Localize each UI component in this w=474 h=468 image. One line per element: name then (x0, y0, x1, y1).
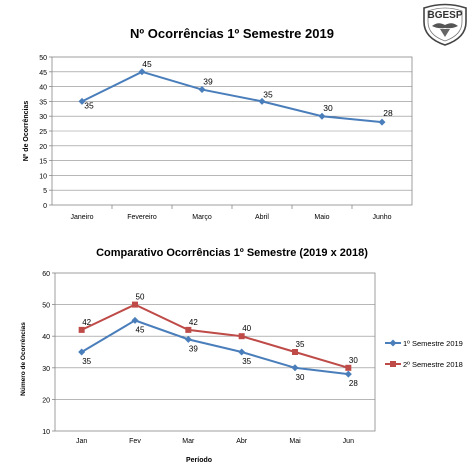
data-point (378, 118, 386, 126)
data-label: 35 (242, 357, 251, 366)
logo-text: BGESP (427, 10, 462, 21)
data-label: 45 (136, 325, 145, 334)
x-tick-label: Mar (182, 438, 195, 445)
x-tick-label: Fev (129, 438, 141, 445)
y-tick-label: 20 (39, 144, 47, 151)
data-label: 28 (349, 379, 358, 388)
data-point (258, 97, 266, 105)
data-point (132, 301, 138, 308)
data-label: 45 (142, 59, 152, 69)
y-tick-label: 60 (42, 271, 50, 278)
chart2-title: Comparativo Ocorrências 1º Semestre (201… (96, 247, 368, 259)
data-point (138, 68, 146, 76)
data-label: 30 (296, 373, 305, 382)
y-tick-label: 45 (39, 70, 47, 77)
chart2-x-axis-label: Período (186, 457, 212, 464)
data-point (78, 348, 86, 356)
data-point (344, 370, 352, 378)
y-tick-label: 30 (39, 114, 47, 121)
data-point (198, 86, 206, 94)
data-label: 35 (82, 357, 91, 366)
x-tick-label: Fevereiro (127, 214, 157, 221)
series-line (81, 70, 383, 124)
x-tick-label: Abril (255, 214, 269, 221)
data-point (238, 348, 246, 356)
data-label: 40 (242, 324, 251, 333)
data-label: 30 (349, 356, 358, 365)
x-tick-label: Jun (343, 438, 354, 445)
chart2-y-axis-label: Número de Ocorrências (20, 322, 27, 396)
y-tick-label: 25 (39, 129, 47, 136)
y-tick-label: 5 (43, 188, 47, 195)
y-tick-label: 40 (42, 334, 50, 341)
data-label: 35 (263, 89, 273, 99)
data-point (292, 349, 298, 355)
data-label: 28 (383, 108, 393, 118)
y-tick-label: 20 (42, 397, 50, 404)
data-label: 35 (296, 340, 305, 349)
x-tick-label: Março (192, 214, 212, 221)
data-point (131, 316, 139, 324)
data-label: 42 (189, 318, 198, 327)
y-tick-label: 0 (43, 203, 47, 210)
data-point (78, 97, 86, 105)
y-tick-label: 15 (39, 159, 47, 166)
data-label: 42 (82, 318, 91, 327)
series-line (81, 319, 349, 376)
chart2-legend: 1º Semestre 2019 2º Semestre 2018 (385, 339, 463, 369)
chart1-title: Nº Ocorrências 1º Semestre 2019 (130, 26, 334, 41)
x-tick-label: Mai (289, 438, 301, 445)
data-point (238, 333, 245, 340)
y-tick-label: 10 (42, 429, 50, 436)
y-tick-label: 50 (39, 55, 47, 62)
data-label: 39 (203, 77, 213, 87)
data-point (185, 326, 192, 333)
x-tick-label: Maio (314, 214, 329, 221)
data-point (78, 326, 85, 333)
y-tick-label: 10 (39, 173, 47, 180)
chart1-y-axis-label: Nº de Ocorrências (23, 101, 30, 162)
y-tick-label: 35 (39, 99, 47, 106)
data-point (184, 335, 192, 343)
x-tick-label: Abr (236, 438, 248, 445)
data-label: 50 (136, 293, 145, 302)
data-point (345, 364, 352, 371)
data-label: 35 (84, 100, 94, 110)
legend-marker (389, 339, 397, 347)
data-label: 39 (189, 344, 198, 353)
chart-ocorrencias-2019: Nº Ocorrências 1º Semestre 2019 Nº de Oc… (23, 26, 413, 221)
chart-comparativo: Comparativo Ocorrências 1º Semestre (201… (20, 247, 463, 464)
data-point (291, 364, 299, 372)
y-tick-label: 50 (42, 303, 50, 310)
legend-label: 2º Semestre 2018 (403, 360, 463, 369)
x-tick-label: Junho (372, 214, 391, 221)
data-point (318, 112, 326, 120)
data-label: 30 (323, 103, 333, 113)
chart2-plot-area (54, 272, 376, 432)
x-tick-label: Jan (76, 438, 87, 445)
legend-label: 1º Semestre 2019 (403, 339, 463, 348)
series-line (81, 303, 349, 369)
legend-marker (390, 361, 396, 367)
x-tick-label: Janeiro (71, 214, 94, 221)
bgesp-logo: BGESP (423, 3, 467, 46)
y-tick-label: 30 (42, 366, 50, 373)
y-tick-label: 40 (39, 85, 47, 92)
